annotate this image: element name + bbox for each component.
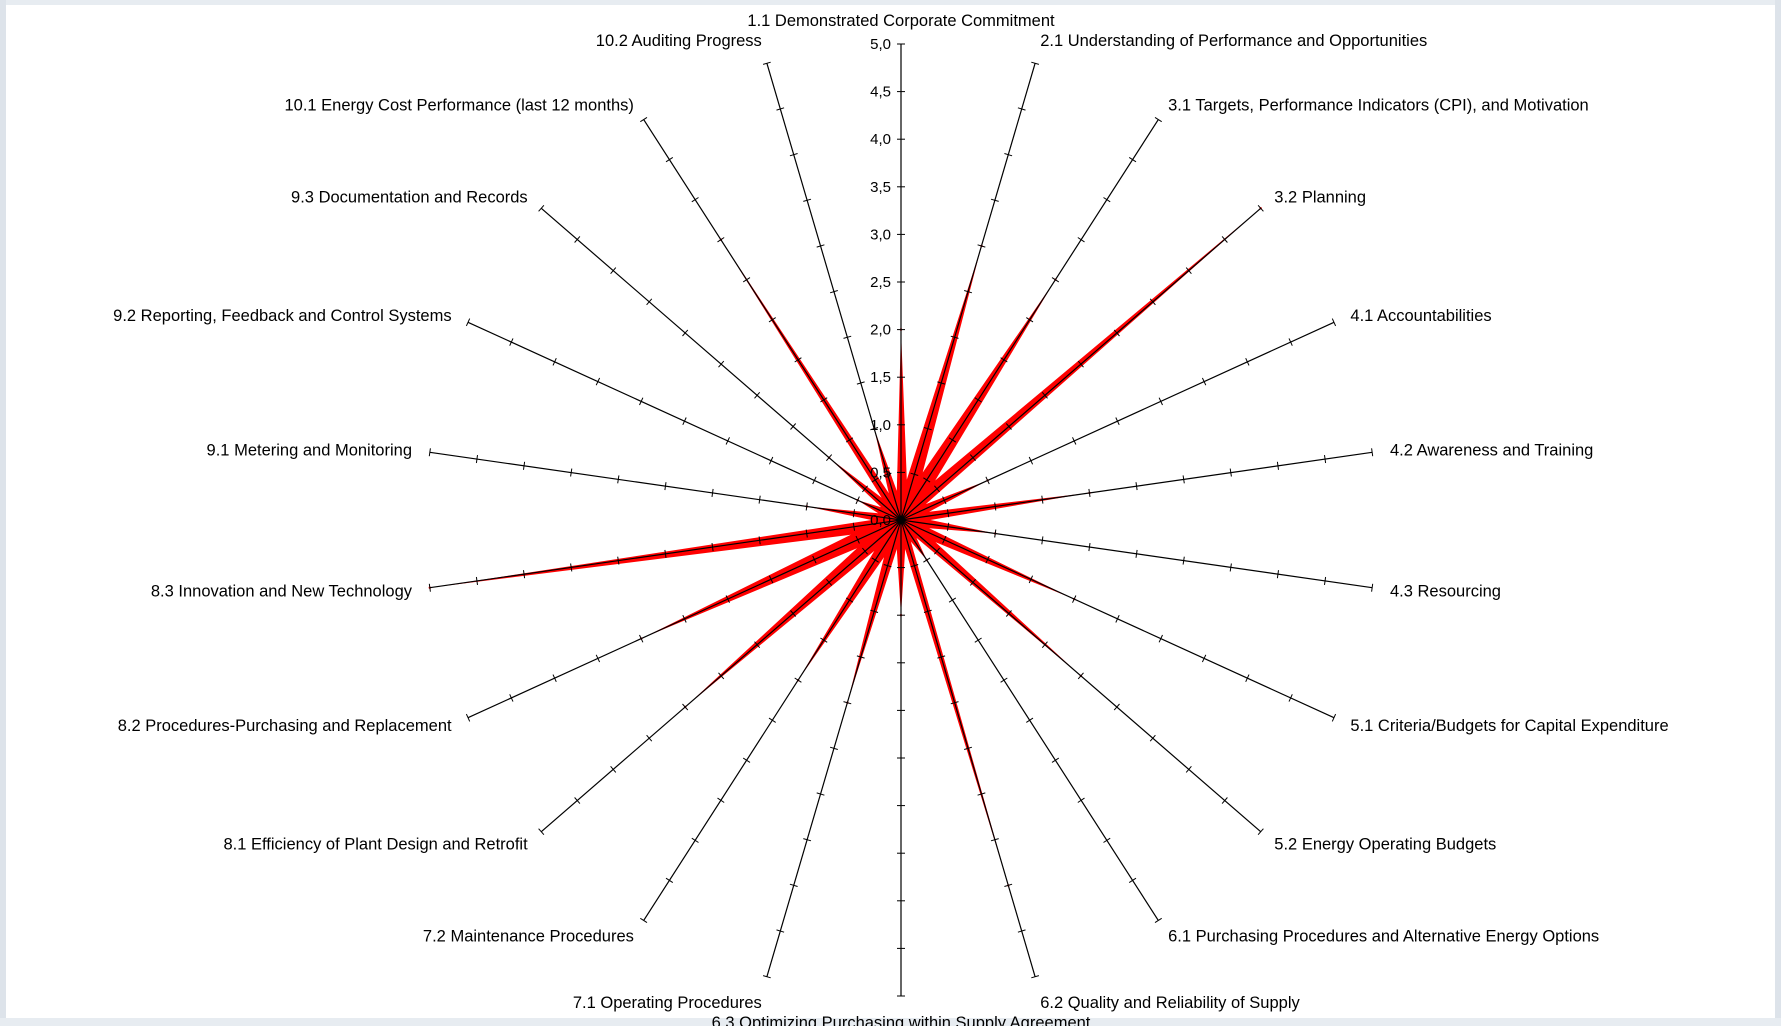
axis-spoke <box>900 448 1374 521</box>
category-label: 5.1 Criteria/Budgets for Capital Expendi… <box>1350 717 1668 735</box>
axis-spoke <box>900 318 1337 521</box>
category-label: 9.1 Metering and Monitoring <box>207 442 412 460</box>
category-label: 4.1 Accountabilities <box>1350 307 1491 325</box>
category-label: 3.2 Planning <box>1274 189 1366 207</box>
left-border <box>0 0 6 1026</box>
radial-tick-label: 2,0 <box>870 322 891 339</box>
axis-spoke <box>900 61 1040 521</box>
category-label: 6.2 Quality and Reliability of Supply <box>1040 994 1300 1012</box>
category-label: 8.3 Innovation and New Technology <box>151 582 413 600</box>
category-label: 9.3 Documentation and Records <box>291 189 528 207</box>
category-label: 3.1 Targets, Performance Indicators (CPI… <box>1168 96 1589 114</box>
bottom-border <box>0 1018 1781 1026</box>
radial-tick-label: 3,0 <box>870 226 891 243</box>
axis-spoke <box>762 61 902 521</box>
data-fill-layer <box>428 207 1262 887</box>
category-label: 10.1 Energy Cost Performance (last 12 mo… <box>284 96 633 114</box>
category-label: 4.3 Resourcing <box>1390 582 1501 600</box>
axis-spoke <box>762 519 902 979</box>
right-border <box>1775 0 1781 1026</box>
axis-spoke <box>640 116 902 521</box>
category-label: 6.3 Optimizing Purchasing within Supply … <box>712 1014 1091 1026</box>
radial-tick-label: 0,0 <box>870 512 891 529</box>
category-label: 5.2 Energy Operating Budgets <box>1274 836 1496 854</box>
axis-spoke <box>465 519 902 722</box>
axis-spoke <box>897 43 905 520</box>
radial-tick-label: 1,5 <box>870 369 891 386</box>
axis-layer <box>428 43 1374 997</box>
axis-spoke <box>900 519 1162 924</box>
category-label: 2.1 Understanding of Performance and Opp… <box>1040 32 1427 50</box>
category-label: 6.1 Purchasing Procedures and Alternativ… <box>1168 928 1599 946</box>
axis-spoke <box>428 519 902 592</box>
series-area <box>429 208 1261 886</box>
radial-tick-label: 3,5 <box>870 179 891 196</box>
radial-tick-label: 4,5 <box>870 84 891 101</box>
category-label: 10.2 Auditing Progress <box>596 32 762 50</box>
axis-spoke <box>897 520 905 997</box>
category-label: 4.2 Awareness and Training <box>1390 442 1593 460</box>
axis-spoke <box>900 519 1337 722</box>
category-label: 7.2 Maintenance Procedures <box>423 928 634 946</box>
category-label: 9.2 Reporting, Feedback and Control Syst… <box>113 307 451 325</box>
category-label: 1.1 Demonstrated Corporate Commitment <box>747 12 1055 30</box>
radial-tick-label: 0,5 <box>870 464 891 481</box>
category-label: 8.1 Efficiency of Plant Design and Retro… <box>223 836 528 854</box>
category-label: 8.2 Procedures-Purchasing and Replacemen… <box>118 717 452 735</box>
top-border <box>0 0 1781 5</box>
axis-spoke <box>465 318 902 521</box>
axis-spoke <box>900 519 1374 592</box>
axis-spoke <box>900 519 1264 836</box>
axis-spoke <box>640 519 902 924</box>
center-point <box>898 517 904 523</box>
category-label: 7.1 Operating Procedures <box>573 994 762 1012</box>
radial-tick-labels: 0,0 0,5 1,0 1,5 2,0 2,5 3,0 3,5 4,0 4,5 5,0 <box>870 36 891 529</box>
axis-spoke <box>900 204 1264 521</box>
axis-spoke <box>900 519 1040 979</box>
axis-spoke <box>900 116 1162 521</box>
category-labels: 1.1 Demonstrated Corporate Commitment 2.1… <box>113 12 1669 1026</box>
axis-spoke <box>538 204 902 521</box>
radial-tick-label: 4,0 <box>870 131 891 148</box>
radial-tick-label: 5,0 <box>870 36 891 53</box>
radial-tick-label: 2,5 <box>870 274 891 291</box>
axis-spoke <box>538 519 902 836</box>
axis-spoke <box>428 448 902 521</box>
radial-tick-label: 1,0 <box>870 417 891 434</box>
